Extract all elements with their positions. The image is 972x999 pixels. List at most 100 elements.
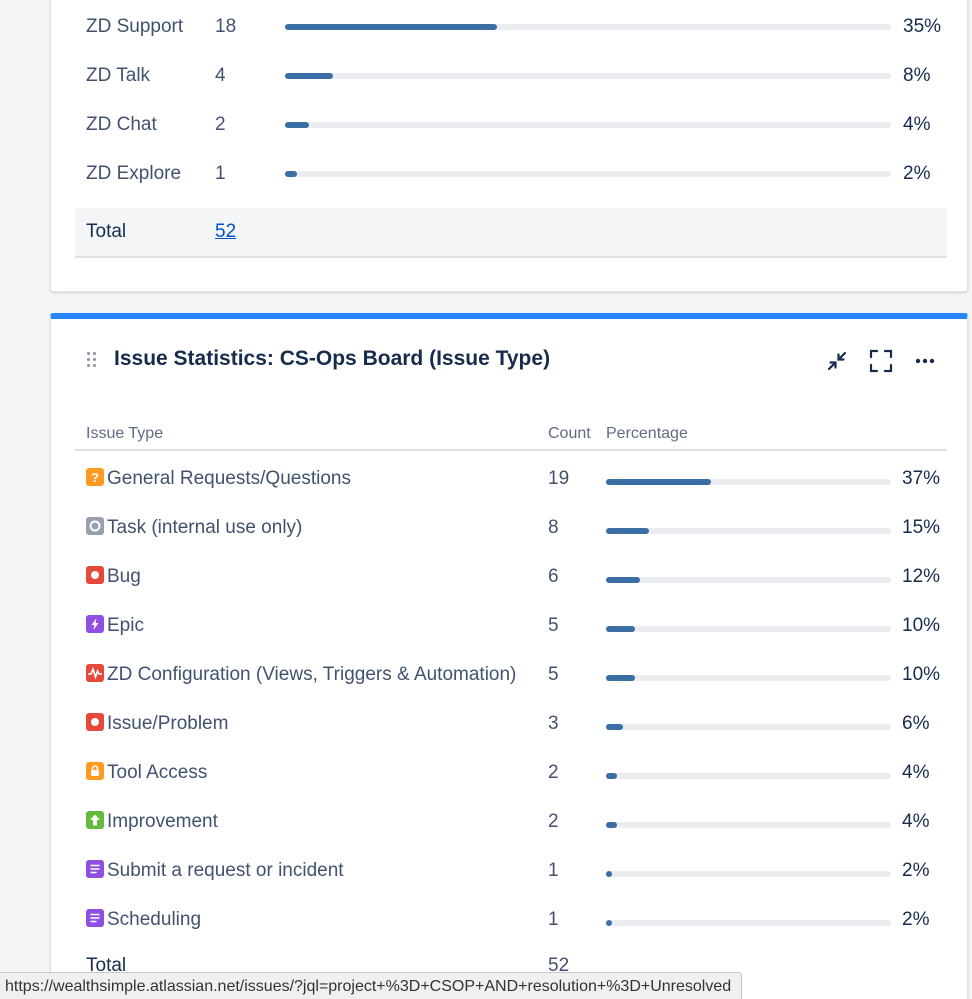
row-label[interactable]: ZD Support [86,15,184,37]
percentage-fill [606,871,612,877]
percentage-fill [606,626,635,632]
issue-percentage: 4% [902,811,930,832]
percentage-bar [606,626,891,632]
table-row: ZD Talk 4 8% [75,51,947,100]
issue-count[interactable]: 2 [548,811,559,832]
table-row: ZD Configuration (Views, Triggers & Auto… [75,658,947,707]
table-row: ZD Explore 1 2% [75,149,947,198]
row-label[interactable]: ZD Explore [86,162,182,184]
percentage-bar [606,822,891,828]
issue-count[interactable]: 5 [548,664,559,685]
status-bar-url: https://wealthsimple.atlassian.net/issue… [0,972,743,999]
row-count[interactable]: 4 [215,64,226,86]
issue-count[interactable]: 3 [548,713,559,734]
percentage-fill [606,920,612,926]
document-icon [86,909,104,927]
row-percentage: 2% [903,162,931,184]
percentage-fill [606,822,618,828]
percentage-fill [606,773,618,779]
epic-icon [86,615,104,633]
issue-type-label[interactable]: Issue/Problem [107,713,229,734]
question-icon: ? [86,468,104,486]
total-label: Total [86,221,127,242]
percentage-bar [606,871,891,877]
table-row: Issue/Problem 3 6% [75,707,947,756]
row-count[interactable]: 1 [215,162,226,184]
percentage-bar [606,528,891,534]
issue-count[interactable]: 8 [548,517,559,538]
issue-percentage: 4% [902,762,930,783]
percentage-fill [285,23,498,30]
issue-count[interactable]: 1 [548,909,559,930]
pulse-icon [86,664,104,682]
issue-type-label[interactable]: Improvement [107,811,218,832]
percentage-fill [606,479,712,485]
table-row: ZD Support 18 35% [75,2,947,51]
issue-percentage: 10% [902,664,941,685]
gadget-title: Issue Statistics: CS-Ops Board (Issue Ty… [114,347,551,370]
percentage-bar [285,72,891,79]
column-header-count[interactable]: Count [548,425,591,442]
issue-type-label[interactable]: ZD Configuration (Views, Triggers & Auto… [107,664,517,685]
svg-text:?: ? [91,470,99,485]
more-icon[interactable] [911,347,939,375]
percentage-bar [606,577,891,583]
issue-type-label[interactable]: Bug [107,566,141,587]
issue-count[interactable]: 5 [548,615,559,636]
issue-count[interactable]: 6 [548,566,559,587]
issue-type-label[interactable]: Scheduling [107,909,202,930]
issue-type-label[interactable]: Tool Access [107,762,208,783]
percentage-fill [606,675,635,681]
total-link[interactable]: 52 [215,221,237,242]
issue-percentage: 37% [902,468,941,489]
percentage-bar [606,724,891,730]
bug-icon [86,566,104,584]
total-row: Total 52 [75,955,947,995]
issue-percentage: 10% [902,615,941,636]
percentage-fill [606,724,624,730]
percentage-bar [606,773,891,779]
row-percentage: 4% [903,113,931,135]
column-header-percentage: Percentage [606,425,688,442]
lock-icon [86,762,104,780]
drag-handle-icon[interactable] [87,352,97,368]
total-row: Total 52 [75,208,947,258]
minimize-icon[interactable] [823,347,851,375]
issue-count[interactable]: 1 [548,860,559,881]
gadget-header: Issue Statistics: CS-Ops Board (Issue Ty… [51,319,967,409]
percentage-fill [285,72,334,79]
table-row: Improvement 2 4% [75,805,947,854]
table-row: ? General Requests/Questions 19 37% [75,462,947,511]
percentage-bar [606,675,891,681]
row-percentage: 8% [903,64,931,86]
percentage-bar [285,23,891,30]
table-row: Task (internal use only) 8 15% [75,511,947,560]
issue-percentage: 12% [902,566,941,587]
stats-panel-top: ZD Support 18 35% ZD Talk 4 8% ZD Chat 2… [50,0,968,292]
issue-count[interactable]: 2 [548,762,559,783]
row-percentage: 35% [903,15,942,37]
issue-type-label[interactable]: Submit a request or incident [107,860,344,881]
issue-percentage: 2% [902,909,930,930]
table-row: Tool Access 2 4% [75,756,947,805]
table-row: Bug 6 12% [75,560,947,609]
column-header-issue-type[interactable]: Issue Type [86,425,164,442]
table-row: Submit a request or incident 1 2% [75,854,947,903]
table-row: Epic 5 10% [75,609,947,658]
table-row: ZD Chat 2 4% [75,100,947,149]
total-label: Total [86,955,127,976]
fullscreen-icon[interactable] [867,347,895,375]
issue-type-label[interactable]: General Requests/Questions [107,468,351,489]
row-count[interactable]: 18 [215,15,237,37]
percentage-fill [285,121,310,128]
issue-type-label[interactable]: Epic [107,615,144,636]
row-label[interactable]: ZD Talk [86,64,151,86]
row-count[interactable]: 2 [215,113,226,135]
issue-count[interactable]: 19 [548,468,570,489]
table-header: Issue Type Count Percentage [75,417,947,451]
row-label[interactable]: ZD Chat [86,113,157,135]
total-count[interactable]: 52 [548,955,570,976]
issue-percentage: 6% [902,713,930,734]
percentage-bar [285,121,891,128]
issue-type-label[interactable]: Task (internal use only) [107,517,303,538]
